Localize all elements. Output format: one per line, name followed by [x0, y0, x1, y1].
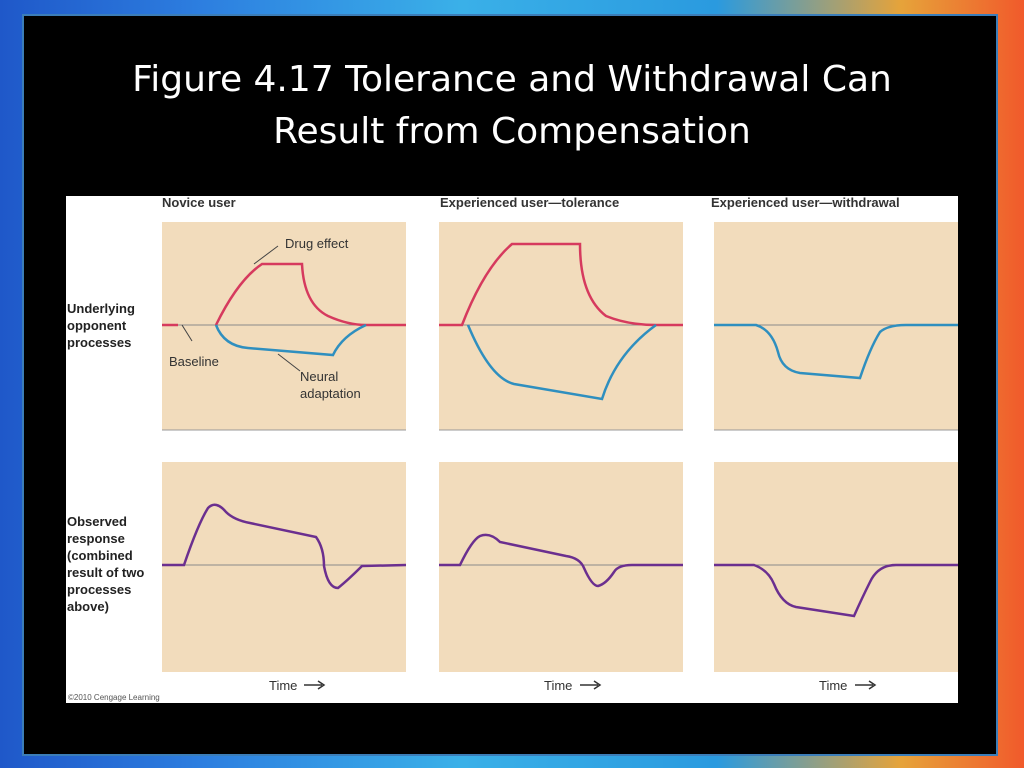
- time-arrow-icon: [304, 680, 326, 690]
- panel-novice-bottom: Time: [162, 462, 407, 693]
- time-axis-label: Time: [269, 678, 297, 693]
- panel-tolerance-bottom: Time: [439, 462, 683, 693]
- observed-response-curve: [439, 533, 683, 588]
- panel-novice-top: Drug effect Baseline Neural adaptation: [162, 222, 406, 431]
- observed-response-curve: [714, 563, 958, 618]
- row-label-bottom-line: (combined: [67, 548, 133, 563]
- slide-title: Figure 4.17 Tolerance and Withdrawal Can…: [24, 54, 1000, 158]
- row-label-top-line: processes: [67, 335, 131, 350]
- observed-response-curve: [162, 503, 407, 590]
- row-label-bottom: Observed response (combined result of tw…: [67, 514, 144, 614]
- row-label-top-line: opponent: [67, 318, 127, 333]
- row-label-bottom-line: processes: [67, 582, 131, 597]
- neural-adaptation-curve: [214, 323, 367, 357]
- drug-effect-label: Drug effect: [285, 236, 349, 251]
- drug-effect-curve: [214, 262, 406, 327]
- time-axis-label: Time: [544, 678, 572, 693]
- time-arrow-icon: [855, 680, 877, 690]
- slide-title-line-1: Figure 4.17 Tolerance and Withdrawal Can: [132, 59, 892, 100]
- row-label-top-line: Underlying: [67, 301, 135, 316]
- panel-title-novice: Novice user: [162, 196, 236, 210]
- time-arrow-icon: [580, 680, 602, 690]
- row-label-bottom-line: Observed: [67, 514, 127, 529]
- neural-adaptation-label-line1: Neural: [300, 369, 338, 384]
- neural-adaptation-label-line2: adaptation: [300, 386, 361, 401]
- row-label-bottom-line: above): [67, 599, 109, 614]
- panel-title-tolerance: Experienced user—tolerance: [440, 196, 619, 210]
- row-label-top: Underlying opponent processes: [67, 301, 135, 350]
- neural-adaptation-curve: [714, 323, 958, 380]
- drug-effect-curve: [439, 242, 683, 327]
- panel-withdrawal-top: [714, 222, 958, 431]
- row-label-bottom-line: response: [67, 531, 125, 546]
- panel-title-withdrawal: Experienced user—withdrawal: [711, 196, 900, 210]
- panel-tolerance-top: [439, 222, 683, 431]
- slide-title-line-2: Result from Compensation: [273, 111, 751, 152]
- time-axis-label: Time: [819, 678, 847, 693]
- figure: Novice user Experienced user—tolerance E…: [66, 196, 958, 703]
- copyright: ©2010 Cengage Learning: [68, 693, 160, 702]
- row-label-bottom-line: result of two: [67, 565, 144, 580]
- baseline-label: Baseline: [169, 354, 219, 369]
- panel-withdrawal-bottom: Time: [714, 462, 958, 693]
- neural-adaptation-curve: [466, 323, 657, 401]
